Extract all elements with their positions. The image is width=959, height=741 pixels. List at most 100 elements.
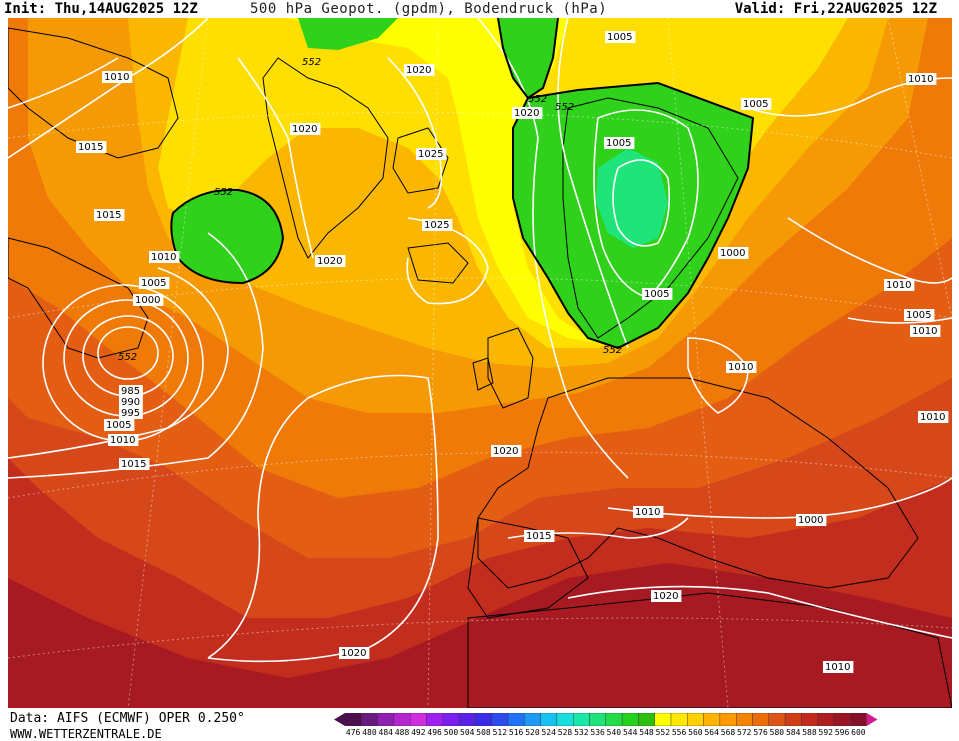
isobar-label: 1010 [912, 326, 937, 337]
colorbar-swatch [361, 713, 378, 726]
colorbar-tick-label: 536 [590, 728, 605, 737]
colorbar-swatch [393, 713, 411, 726]
isobar-label-box [119, 396, 143, 408]
colorbar-tick-label: 544 [622, 728, 638, 737]
trough-green-greenland-top [298, 18, 398, 50]
isobar-label: 1020 [406, 65, 431, 76]
colorbar-tick-label: 520 [525, 728, 540, 737]
isobar-label-box [139, 277, 170, 289]
data-source: Data: AIFS (ECMWF) OPER 0.250° [10, 711, 245, 726]
colorbar-swatch [426, 713, 443, 726]
geopotential-label: 552 [214, 187, 233, 198]
colorbar-swatch [589, 713, 606, 726]
footer: Data: AIFS (ECMWF) OPER 0.250° WWW.WETTE… [0, 709, 959, 741]
isobar-label-box [524, 530, 555, 542]
isobar-label-box [642, 288, 673, 300]
map-title: 500 hPa Geopot. (gpdm), Bodendruck (hPa) [250, 1, 608, 17]
colorbar-tick-label: 476 [345, 728, 361, 737]
colorbar-swatch [719, 713, 737, 726]
colorbar-swatch [377, 713, 395, 726]
valid-time: Valid: Fri,22AUG2025 12Z [734, 1, 937, 17]
isobar-label-box [102, 71, 133, 83]
website-credit: WWW.WETTERZENTRALE.DE [10, 727, 162, 741]
isobar-label: 1010 [886, 280, 911, 291]
colorbar-tick-label: 548 [639, 728, 654, 737]
geopotential-label: 552 [555, 102, 574, 113]
isobar-label-box [416, 148, 447, 160]
isobar-label: 1005 [906, 310, 931, 321]
isobar-label-box [605, 31, 636, 43]
isobar-label-box [119, 407, 143, 419]
isobar-label-box [910, 325, 941, 337]
coastlines [8, 27, 952, 708]
geopotential-label: 552 [302, 57, 321, 68]
colorbar-tick-label: 600 [851, 728, 866, 737]
colorbar-tick-label: 592 [818, 728, 833, 737]
colorbar-swatch [507, 713, 525, 726]
isobar-label: 995 [121, 408, 140, 419]
isobar-label: 1020 [493, 446, 518, 457]
colorbar-swatch [638, 713, 655, 726]
colorbar-swatch [736, 713, 753, 726]
isobar-label-box [906, 73, 937, 85]
colorbar-swatch [605, 713, 623, 726]
colorbar-tick-label: 576 [753, 728, 768, 737]
colorbar-tick-label: 508 [476, 728, 491, 737]
colorbar-swatch [621, 713, 639, 726]
colorbar-swatch [850, 713, 867, 726]
isobar-label: 1020 [292, 124, 317, 135]
colorbar-swatch [442, 713, 460, 726]
colorbar-tick-label: 516 [508, 728, 524, 737]
isobar-label-box [315, 255, 346, 267]
isobar-label: 1020 [653, 591, 678, 602]
colorbar-tick-label: 560 [688, 728, 703, 737]
colorbar-swatch [654, 713, 672, 726]
isobar-label-box [718, 247, 749, 259]
isobar-label: 1020 [341, 648, 366, 659]
colorbar-tick-label: 496 [427, 728, 442, 737]
isobar-label: 1025 [418, 149, 443, 160]
isobar-label: 1005 [743, 99, 768, 110]
isobar-label-box [651, 590, 682, 602]
colorbar-ticks: 476 480 484 488 492 496 500 504 508 512 516 520 524 5… [345, 728, 867, 737]
isobar-label: 1010 [151, 252, 176, 263]
colorbar-tick-label: 484 [378, 728, 393, 737]
geopotential-label: 552 [528, 94, 547, 105]
isobar-label: 1005 [141, 278, 166, 289]
colorbar-swatch [687, 713, 704, 726]
colorbar-swatch [524, 713, 541, 726]
colorbar-tick-label: 564 [704, 728, 719, 737]
isobar-label-box [339, 647, 370, 659]
isobar-label: 1000 [720, 248, 745, 259]
isobar-label: 1005 [106, 420, 131, 431]
colorbar-swatch [801, 713, 818, 726]
colorbar-tick-label: 540 [606, 728, 622, 737]
colorbar-tick-label: 504 [460, 728, 475, 737]
geopotential-label: 552 [603, 345, 622, 356]
isobar-label: 985 [121, 386, 140, 397]
colorbar-swatch [670, 713, 688, 726]
isobar-label: 1010 [110, 435, 135, 446]
geopotential-label: 552 [118, 352, 137, 363]
isobar-label-box [604, 137, 635, 149]
isobar-label: 1010 [728, 362, 753, 373]
colorbar-tick-label: 568 [720, 728, 736, 737]
colorbar-tick-label: 480 [362, 728, 377, 737]
colorbar-tick-label: 528 [557, 728, 573, 737]
colorbar-tick-label: 552 [655, 728, 671, 737]
isobar-label-box [94, 209, 125, 221]
colorbar-tick-label: 500 [443, 728, 459, 737]
isobar-label: 1005 [644, 289, 669, 300]
colorbar-tick-label: 596 [834, 728, 850, 737]
colorbar-swatch [344, 713, 362, 726]
colorbar-swatch [556, 713, 574, 726]
colorbar-tick-label: 556 [671, 728, 687, 737]
isobar-label-box [633, 506, 664, 518]
colorbar [334, 713, 878, 726]
colorbar-swatch [817, 713, 835, 726]
isobar-label-box [404, 64, 435, 76]
colorbar-tick-label: 572 [737, 728, 752, 737]
colorbar-tick-label: 524 [541, 728, 556, 737]
